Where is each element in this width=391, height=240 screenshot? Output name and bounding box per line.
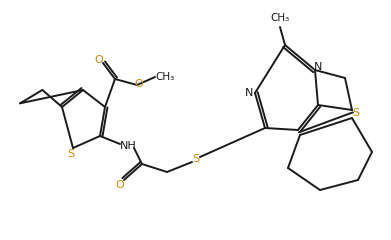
Text: S: S xyxy=(67,149,75,159)
Text: CH₃: CH₃ xyxy=(270,13,290,23)
Text: O: O xyxy=(95,55,103,65)
Text: S: S xyxy=(192,154,199,164)
Text: S: S xyxy=(352,108,360,118)
Text: N: N xyxy=(314,62,322,72)
Text: CH₃: CH₃ xyxy=(155,72,175,82)
Text: O: O xyxy=(135,79,143,89)
Text: O: O xyxy=(116,180,124,190)
Text: NH: NH xyxy=(120,141,136,151)
Text: N: N xyxy=(245,88,253,98)
